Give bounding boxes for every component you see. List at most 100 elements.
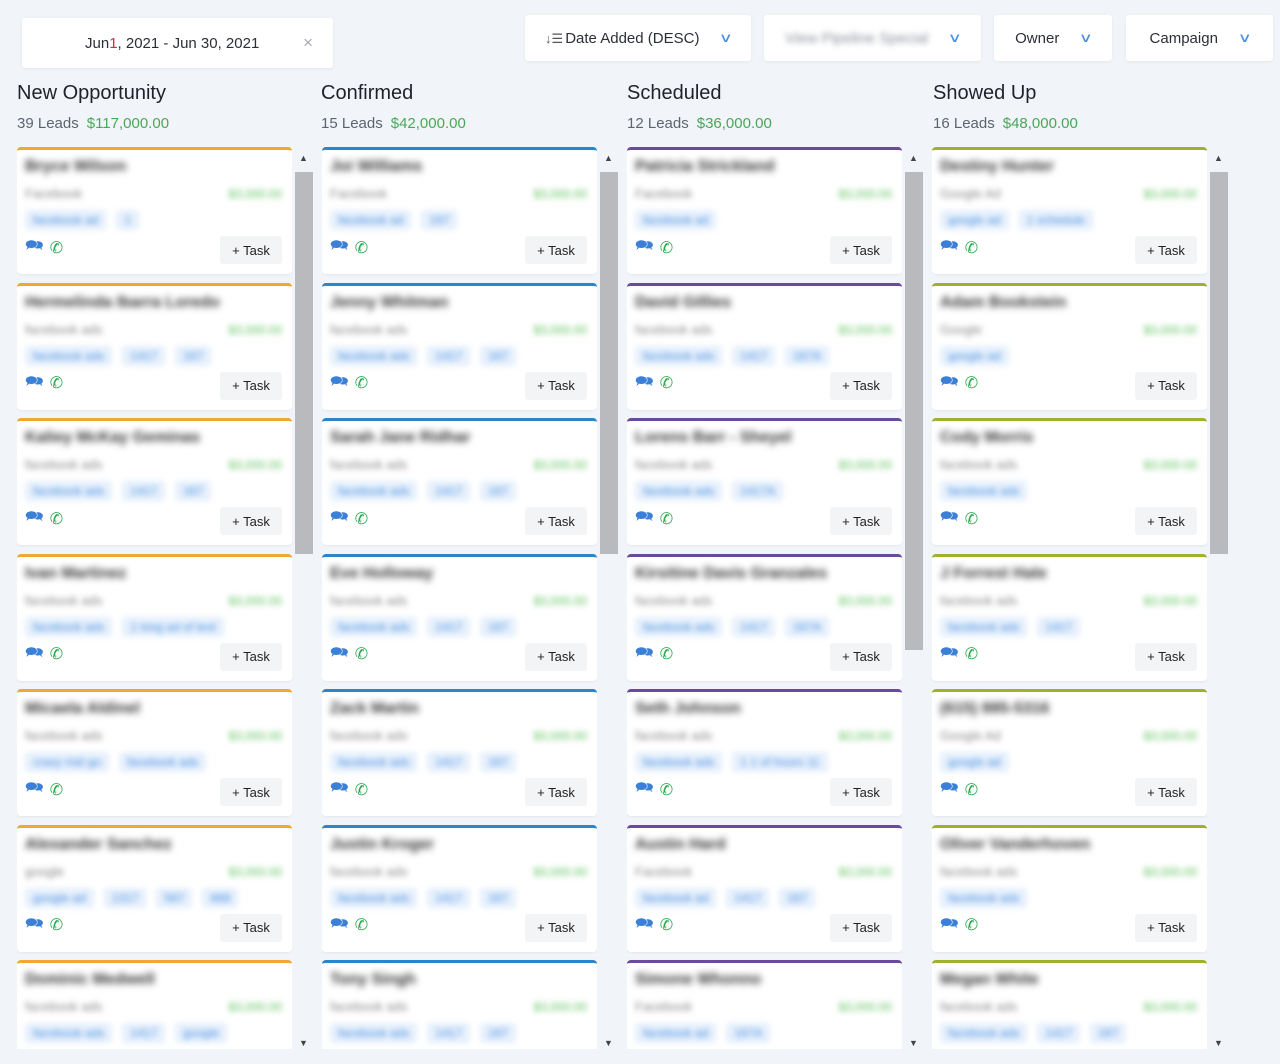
phone-icon[interactable]: ✆ [354,917,369,934]
phone-icon[interactable]: ✆ [49,917,64,934]
scroll-down-icon[interactable]: ▼ [299,1038,308,1048]
chat-icon[interactable]: 🗪 [635,914,654,932]
phone-icon[interactable]: ✆ [964,510,979,528]
chat-icon[interactable]: 🗪 [25,643,44,661]
lead-name[interactable]: Alexander Sanchez [25,835,172,853]
lead-card[interactable]: Tony Singh facebook ads $3,000.00 facebook … [322,960,597,1049]
phone-icon[interactable]: ✆ [659,646,674,663]
card-list-confirmed[interactable]: Joi Williams Facebook $3,000.00 facebook ad… [322,147,597,1049]
scrollbar-thumb[interactable] [600,172,618,554]
add-task-button[interactable]: + Task [525,371,587,400]
lead-card[interactable]: Kirsitine Davis Granzales facebook ads $3,… [627,553,902,681]
lead-name[interactable]: Lorens Barr - Sheyel [635,429,792,446]
chat-icon[interactable]: 🗪 [635,372,654,390]
phone-icon[interactable]: ✆ [49,375,64,392]
chat-icon[interactable]: 🗪 [940,779,959,796]
lead-card[interactable]: Destiny Hunter Google Ad $3,000.00 google a… [932,147,1207,274]
scrollbar-thumb[interactable] [295,172,313,554]
lead-name[interactable]: Sarah Jane Ridhar [330,429,471,446]
chat-icon[interactable]: 🗪 [330,372,349,390]
scroll-down-icon[interactable]: ▼ [604,1038,613,1048]
lead-card[interactable]: Dominic Medwell facebook ads $3,000.00 face… [17,960,292,1049]
phone-icon[interactable]: ✆ [659,781,674,799]
lead-name[interactable]: Simone Whonno [635,971,762,988]
lead-card[interactable]: Cody Morris facebook ads $3,000.00 facebook… [932,418,1207,545]
lead-name[interactable]: Bryce Wilson [25,158,127,175]
phone-icon[interactable]: ✆ [964,781,979,799]
lead-name[interactable]: Austin Hard [635,835,726,853]
lead-name[interactable]: (615) 885-5316 [940,700,1050,717]
chat-icon[interactable]: 🗪 [635,237,654,254]
chat-icon[interactable]: 🗪 [25,779,44,796]
chat-icon[interactable]: 🗪 [635,508,654,525]
add-task-button[interactable]: + Task [525,507,587,535]
lead-name[interactable]: Seth Johnson [635,700,741,717]
chat-icon[interactable]: 🗪 [25,508,44,525]
lead-name[interactable]: J Forrest Hale [940,564,1047,582]
chat-icon[interactable]: 🗪 [330,508,349,525]
lead-card[interactable]: Ivan Martinez facebook ads $3,000.00 facebo… [17,553,292,681]
lead-card[interactable]: Jenny Whitman facebook ads $3,000.00 facebo… [322,282,597,410]
add-task-button[interactable]: + Task [830,642,892,671]
lead-card[interactable]: Eve Holloway facebook ads $3,000.00 faceboo… [322,553,597,681]
lead-card[interactable]: Patricia Strickland Facebook $3,000.00 face… [627,147,902,274]
add-task-button[interactable]: + Task [525,236,587,264]
chat-icon[interactable]: 🗪 [635,779,654,796]
add-task-button[interactable]: + Task [830,371,892,400]
chat-icon[interactable]: 🗪 [635,1048,654,1049]
scroll-up-icon[interactable]: ▲ [909,153,918,163]
lead-name[interactable]: Joi Williams [330,158,423,175]
scrollbar-thumb[interactable] [1210,172,1228,554]
lead-card[interactable]: Austin Hard Facebook $3,000.00 facebook ad 1… [627,824,902,952]
chat-icon[interactable]: 🗪 [635,643,654,661]
phone-icon[interactable]: ✆ [659,375,674,392]
phone-icon[interactable]: ✆ [659,510,674,528]
lead-name[interactable]: Oliver Vanderhoven [940,835,1091,853]
add-task-button[interactable]: + Task [830,778,892,806]
add-task-button[interactable]: + Task [1135,507,1197,535]
lead-name[interactable]: Hermelinda Ibarra Loredo [25,293,220,311]
lead-name[interactable]: Ivan Martinez [25,564,127,582]
phone-icon[interactable]: ✆ [964,375,979,392]
lead-name[interactable]: Destiny Hunter [940,158,1054,175]
add-task-button[interactable]: + Task [220,507,282,535]
lead-name[interactable]: David Gillies [635,293,732,311]
scrollbar-confirmed[interactable]: ▲ ▼ [600,150,618,1050]
lead-card[interactable]: Oliver Vanderhoven facebook ads $3,000.00 f… [932,824,1207,952]
add-task-button[interactable]: + Task [1135,778,1197,806]
chat-icon[interactable]: 🗪 [330,1048,349,1049]
phone-icon[interactable]: ✆ [49,781,64,799]
lead-card[interactable]: Zack Martin facebook ads $3,000.00 facebook… [322,689,597,816]
add-task-button[interactable]: + Task [1135,913,1197,942]
chat-icon[interactable]: 🗪 [940,1048,959,1049]
add-task-button[interactable]: + Task [220,371,282,400]
chat-icon[interactable]: 🗪 [940,508,959,525]
scrollbar-showed-up[interactable]: ▲ ▼ [1210,150,1228,1050]
chat-icon[interactable]: 🗪 [25,237,44,254]
add-task-button[interactable]: + Task [830,236,892,264]
add-task-button[interactable]: + Task [525,778,587,806]
date-range-filter[interactable]: Jun 1, 2021 - Jun 30, 2021 × [22,18,333,68]
lead-card[interactable]: Alexander Sanchez google $3,000.00 google a… [17,824,292,952]
lead-card[interactable]: Sarah Jane Ridhar facebook ads $3,000.00 fa… [322,418,597,545]
lead-name[interactable]: Cody Morris [940,429,1034,446]
phone-icon[interactable]: ✆ [49,510,64,528]
add-task-button[interactable]: + Task [220,642,282,671]
phone-icon[interactable]: ✆ [964,646,979,663]
lead-name[interactable]: Kaliey McKay Geminas [25,429,201,446]
lead-name[interactable]: Tony Singh [330,971,416,988]
lead-card[interactable]: Joi Williams Facebook $3,000.00 facebook ad… [322,147,597,274]
chat-icon[interactable]: 🗪 [25,1048,44,1049]
chat-icon[interactable]: 🗪 [940,914,959,932]
add-task-button[interactable]: + Task [830,507,892,535]
chat-icon[interactable]: 🗪 [940,643,959,661]
chat-icon[interactable]: 🗪 [25,372,44,390]
phone-icon[interactable]: ✆ [49,239,64,257]
add-task-button[interactable]: + Task [525,913,587,942]
lead-card[interactable]: J Forrest Hale facebook ads $3,000.00 faceb… [932,553,1207,681]
phone-icon[interactable]: ✆ [659,239,674,257]
lead-card[interactable]: Micaela Aldinel facebook ads $3,000.00 craz… [17,689,292,816]
lead-card[interactable]: David Gillies facebook ads $3,000.00 facebo… [627,282,902,410]
lead-name[interactable]: Zack Martin [330,700,419,717]
lead-name[interactable]: Patricia Strickland [635,158,775,175]
